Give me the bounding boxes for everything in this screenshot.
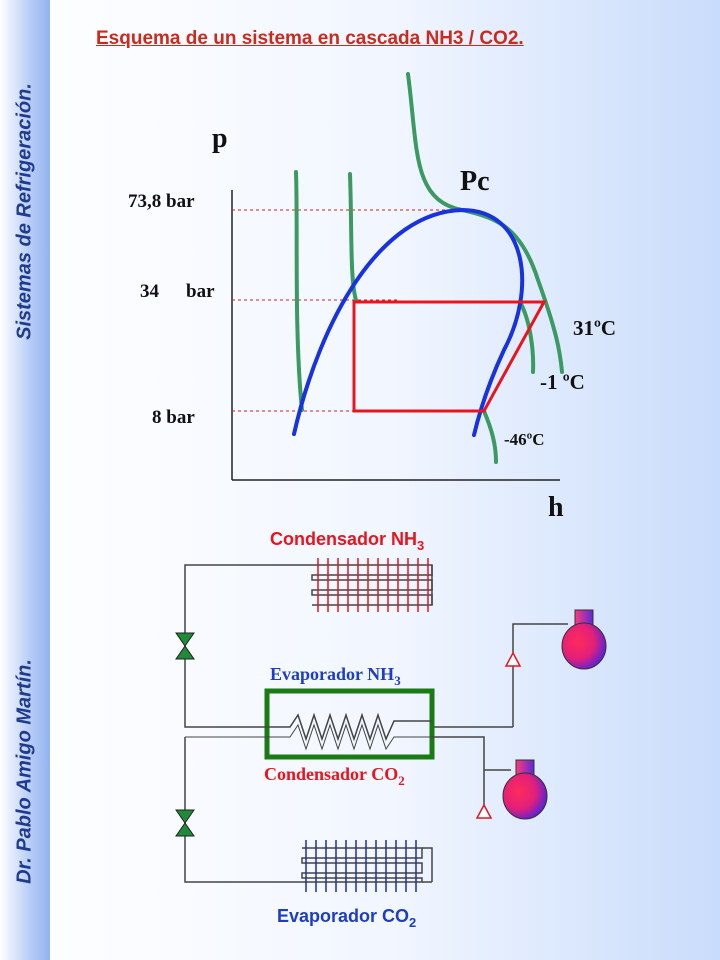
co2-evaporator-outlet (422, 847, 433, 882)
isotherm-minus46c (482, 409, 498, 464)
nh3-condenser (311, 558, 433, 612)
critical-point-label: Pc (460, 166, 490, 197)
co2-evaporator-label: Evaporador CO2 (277, 906, 416, 930)
co2-check-valve (475, 803, 493, 819)
page-title: Esquema de un sistema en cascada NH3 / C… (96, 28, 524, 49)
isotherm-label-minus1c: -1 ºC (540, 370, 585, 394)
nh3-evaporator-label: Evaporador NH3 (270, 664, 401, 688)
isotherm-minus1c-right (348, 172, 536, 374)
nh3-check-valve (504, 651, 522, 667)
co2-evaporator (301, 840, 423, 892)
isotherm-31c (406, 72, 564, 374)
co2-expansion-valve (175, 809, 195, 837)
isotherm-minus1c (294, 170, 304, 412)
co2-condenser-label: Condensador CO2 (264, 764, 405, 788)
cycle-path (352, 300, 547, 413)
nh3-condenser-fins (317, 558, 429, 612)
cascade-heat-exchanger (264, 688, 435, 760)
cascade-schematic: Condensador NH3 Evaporador NH3 Condensad… (175, 529, 607, 930)
x-axis-label: h (548, 492, 564, 523)
saturation-dome (292, 207, 525, 437)
co2-evaporator-tubes (301, 847, 423, 883)
ph-diagram: p h 73,8 bar 34 bar 8 bar Pc 31ºC -1 ºC … (128, 72, 616, 523)
isotherm-label-minus46c: -46ºC (504, 430, 545, 449)
pressure-label-8: 8 bar (152, 407, 195, 428)
co2-evaporator-fins (305, 840, 417, 892)
co2-circuit-pipe (184, 736, 511, 883)
nh3-compressor (561, 609, 607, 670)
nh3-expansion-valve (175, 632, 195, 660)
nh3-condenser-tubes (311, 564, 433, 606)
nh3-condenser-label: Condensador NH3 (270, 529, 424, 553)
pressure-label-34-unit: bar (186, 281, 215, 302)
pressure-label-34: 34 (140, 281, 160, 302)
exchanger-coil-2 (185, 723, 432, 751)
isotherm-label-31c: 31ºC (573, 316, 616, 340)
exchanger-coil (262, 712, 432, 742)
pressure-label-73-8: 73,8 bar (128, 191, 195, 212)
sidebar: Sistemas de Refrigeración. Dr. Pablo Ami… (0, 0, 50, 960)
co2-compressor (502, 759, 548, 820)
y-axis-label: p (212, 123, 228, 154)
